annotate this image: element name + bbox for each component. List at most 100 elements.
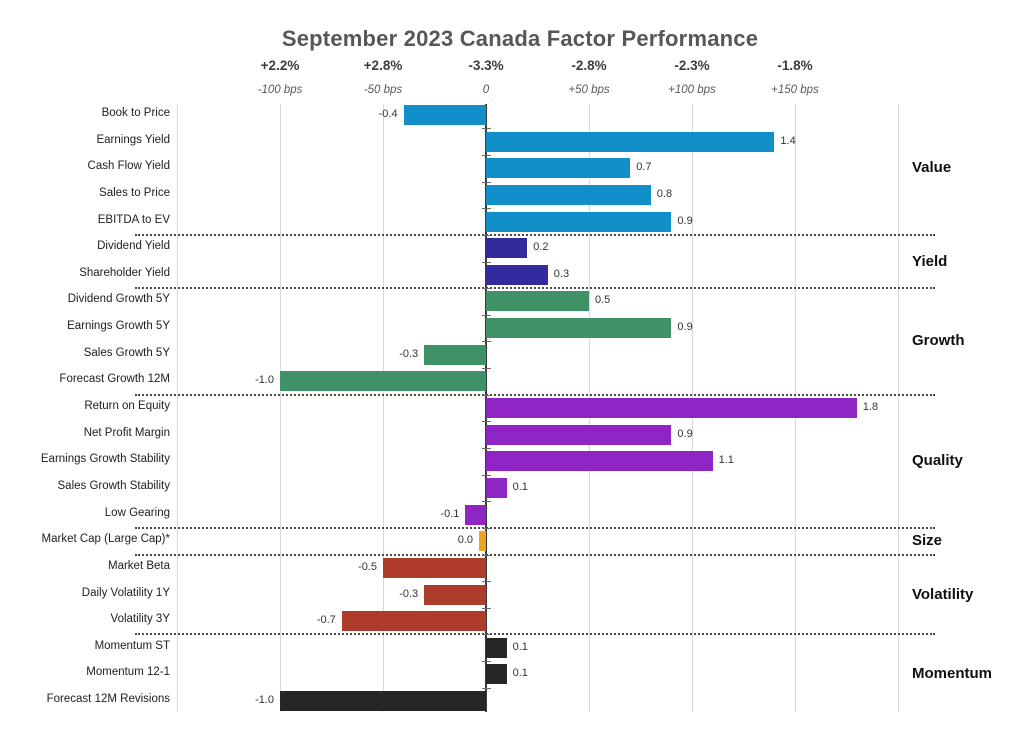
category-label: Earnings Growth Stability (40, 453, 170, 466)
value-label: 0.9 (677, 427, 693, 440)
category-label: Sales to Price (99, 186, 170, 199)
value-label: 0.1 (512, 667, 528, 680)
axis-tick (481, 661, 491, 663)
value-label: -1.0 (255, 694, 274, 707)
bps-axis-label: -100 bps (257, 84, 303, 96)
category-label: EBITDA to EV (97, 213, 170, 226)
category-label: Earnings Growth 5Y (67, 320, 170, 333)
value-label: 1.4 (780, 134, 796, 147)
category-label: Forecast 12M Revisions (46, 693, 170, 706)
category-label: Sales Growth 5Y (83, 346, 170, 359)
axis-tick (481, 394, 491, 396)
bar (486, 637, 507, 658)
gridline (382, 104, 384, 712)
axis-tick (481, 154, 491, 156)
group-separator (135, 287, 935, 290)
axis-tick (481, 368, 491, 370)
gridline (176, 104, 178, 712)
bps-axis-label: +150 bps (771, 84, 819, 96)
bar (486, 318, 672, 339)
bar (486, 291, 589, 312)
category-label: Dividend Growth 5Y (67, 293, 170, 306)
group-label: Momentum (912, 665, 992, 683)
value-label: 0.2 (533, 241, 549, 254)
axis-tick (481, 607, 491, 609)
bar (486, 477, 507, 498)
bar (486, 131, 775, 152)
value-label: 0.1 (512, 480, 528, 493)
category-label: Forecast Growth 12M (59, 373, 170, 386)
bar (465, 504, 486, 525)
value-label: -1.0 (255, 374, 274, 387)
percent-axis-label: -2.3% (674, 58, 710, 73)
category-label: Shareholder Yield (79, 266, 170, 279)
bar (424, 584, 486, 605)
bar (424, 344, 486, 365)
percent-axis-label: +2.8% (363, 58, 403, 73)
axis-tick (481, 501, 491, 503)
category-label: Earnings Yield (96, 133, 170, 146)
category-label: Sales Growth Stability (57, 479, 171, 492)
bar (486, 398, 857, 419)
group-separator (135, 633, 935, 636)
bar (486, 451, 713, 472)
value-label: 0.9 (677, 321, 693, 334)
bar (486, 264, 548, 285)
axis-tick (481, 474, 491, 476)
bar (486, 664, 507, 685)
category-label: Dividend Yield (97, 240, 170, 253)
axis-tick (481, 314, 491, 316)
category-label: Market Beta (108, 559, 170, 572)
percent-axis-label: +2.2% (260, 58, 300, 73)
value-label: 1.8 (862, 401, 879, 414)
category-label: Low Gearing (104, 506, 170, 519)
value-label: -0.7 (316, 614, 336, 627)
group-separator (135, 553, 935, 556)
value-label: -0.5 (358, 560, 377, 573)
category-label: Market Cap (Large Cap)* (41, 533, 170, 546)
group-separator (135, 233, 935, 236)
axis-tick (481, 208, 491, 210)
bar (280, 371, 486, 392)
axis-tick (481, 554, 491, 556)
bar (403, 105, 486, 125)
value-label: -0.3 (399, 347, 419, 360)
bar (486, 211, 672, 232)
axis-tick (481, 288, 491, 290)
axis-tick (481, 341, 491, 343)
axis-tick (481, 581, 491, 583)
value-label: 0.1 (512, 640, 528, 653)
value-label: 0.7 (636, 161, 652, 174)
bar (479, 531, 486, 552)
axis-tick (481, 234, 491, 236)
value-label: 0.8 (656, 187, 673, 200)
bar (486, 424, 672, 445)
value-label: -0.4 (378, 108, 398, 120)
group-label: Quality (912, 452, 963, 470)
group-label: Growth (912, 332, 965, 350)
axis-tick (481, 128, 491, 130)
group-label: Yield (912, 252, 948, 270)
bar (486, 158, 631, 179)
percent-axis-label: -2.8% (571, 58, 607, 73)
bps-axis-label: -50 bps (363, 84, 403, 96)
bps-axis-label: +50 bps (568, 84, 610, 96)
bar (383, 557, 486, 578)
category-label: Daily Volatility 1Y (81, 586, 170, 599)
axis-tick (481, 687, 491, 689)
bar (486, 238, 528, 259)
group-separator (135, 526, 935, 529)
axis-tick (481, 448, 491, 449)
bar (486, 184, 651, 205)
bar (341, 611, 486, 632)
value-label: 0.0 (457, 534, 473, 547)
bps-axis-label: 0 (482, 84, 490, 96)
axis-tick (481, 634, 491, 636)
value-label: 0.5 (595, 294, 611, 307)
category-label: Volatility 3Y (110, 613, 170, 626)
value-label: 1.1 (718, 454, 734, 467)
group-label: Volatility (912, 585, 974, 603)
axis-tick (481, 421, 491, 423)
value-label: -0.1 (440, 507, 460, 520)
